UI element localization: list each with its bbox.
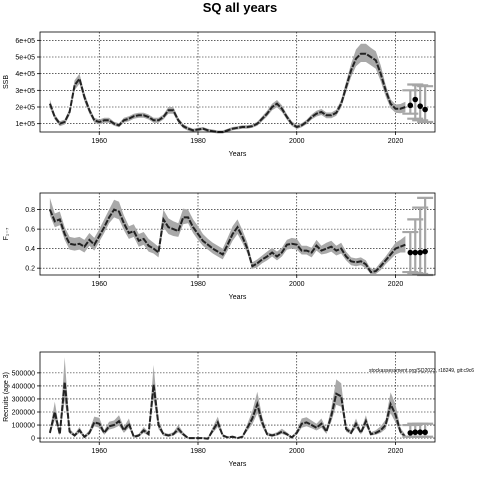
y-tick-label: 1e+05	[15, 121, 35, 128]
panel-fbar: 1960 1980 2000 2020 0.2 0.4 0.6 0.8 Years F₁₋₇	[3, 192, 436, 301]
forecast-point	[407, 102, 414, 109]
estimate-line	[48, 52, 406, 133]
y-tick-label: 0.2	[25, 266, 35, 273]
y-axis-label: Recruits (age 3)	[3, 372, 10, 422]
x-tick-label: 1980	[190, 448, 206, 455]
y-tick-label: 2e+05	[15, 105, 35, 112]
x-axis-label: Years	[229, 151, 247, 158]
y-tick-label: 0	[31, 436, 35, 443]
forecast-point	[407, 430, 414, 436]
y-tick-label: 0.6	[25, 227, 35, 234]
panels: 1960 1980 2000 2020 1e+05 2e+05 3e+05 4e+05 5e+0…	[3, 31, 436, 468]
plot-frame	[39, 192, 436, 276]
y-tick-label: 6e+05	[15, 38, 35, 45]
estimate-line	[48, 208, 406, 274]
plot-frame	[39, 31, 436, 133]
forecast-point	[407, 249, 414, 256]
x-tick-label: 2020	[388, 281, 404, 288]
x-tick-label: 1980	[190, 138, 206, 145]
y-axis-label: SSB	[3, 75, 10, 89]
x-tick-label: 1960	[91, 138, 107, 145]
forecast-point	[422, 248, 428, 255]
forecast-point	[422, 106, 428, 113]
forecast-point	[417, 429, 423, 436]
forecast-point	[417, 103, 423, 109]
x-axis-label: Years	[229, 461, 247, 468]
y-tick-label: 200000	[12, 410, 35, 417]
x-tick-label: 2020	[388, 448, 404, 455]
forecast-point	[422, 429, 428, 436]
forecast-point	[412, 429, 419, 436]
figure-title: SQ all years	[203, 0, 277, 15]
x-tick-label: 2000	[289, 138, 305, 145]
y-tick-label: 0.4	[25, 246, 35, 253]
y-axis-label: F₁₋₇	[3, 227, 10, 240]
x-tick-label: 1960	[91, 281, 107, 288]
forecast-point	[412, 96, 419, 103]
x-tick-label: 1980	[190, 281, 206, 288]
x-tick-label: 2000	[289, 448, 305, 455]
y-tick-label: 400000	[12, 383, 35, 390]
y-tick-label: 3e+05	[15, 88, 35, 95]
y-tick-label: 4e+05	[15, 71, 35, 78]
y-tick-label: 500000	[12, 370, 35, 377]
x-axis-label: Years	[229, 294, 247, 301]
panel-recruits: 1960 1980 2000 2020 0 100000 200000 300000 40000…	[3, 351, 436, 468]
x-tick-label: 2020	[388, 138, 404, 145]
x-tick-label: 1960	[91, 448, 107, 455]
y-tick-label: 0.8	[25, 207, 35, 214]
plot-frame	[39, 351, 436, 443]
y-tick-label: 100000	[12, 423, 35, 430]
forecast-point	[417, 249, 423, 256]
x-tick-label: 2000	[289, 281, 305, 288]
confidence-band	[49, 357, 406, 440]
panel-ssb: 1960 1980 2000 2020 1e+05 2e+05 3e+05 4e+05 5e+0…	[3, 31, 436, 158]
forecast-point	[412, 249, 419, 256]
annotation-text: stockassessment.org/SQ2023, r18249, git:…	[369, 368, 474, 374]
y-tick-label: 300000	[12, 396, 35, 403]
estimate-line	[48, 381, 407, 440]
y-tick-label: 5e+05	[15, 55, 35, 62]
confidence-band	[49, 43, 406, 134]
